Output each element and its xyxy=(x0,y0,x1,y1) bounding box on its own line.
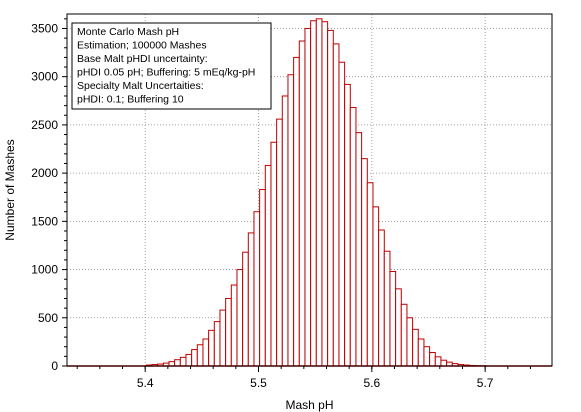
histogram-bar xyxy=(310,20,317,367)
annotation-line: pHDI 0.05 pH; Buffering: 5 mEq/kg-pH xyxy=(77,67,255,79)
histogram-bar xyxy=(242,251,249,367)
y-tick-label: 3500 xyxy=(31,21,58,35)
y-axis-title: Number of Mashes xyxy=(3,139,17,240)
y-tick-label: 1500 xyxy=(31,214,58,228)
histogram-bar xyxy=(174,359,181,367)
x-tick-label: 5.6 xyxy=(363,376,380,390)
histogram-bar xyxy=(253,211,261,367)
histogram-bar xyxy=(378,229,385,367)
histogram-bar xyxy=(338,61,346,367)
histogram-bar xyxy=(196,344,204,367)
histogram-bar xyxy=(372,206,380,367)
histogram-bar xyxy=(185,353,193,367)
x-tick-label: 5.5 xyxy=(250,376,267,390)
histogram-bar xyxy=(434,356,442,367)
histogram-bar xyxy=(293,56,300,367)
axis-ticks: 0 500 1000 1500 2000 2500 3000 3500 5.4 5.5 5.6 5.7 xyxy=(31,18,531,390)
histogram-bar xyxy=(202,338,210,367)
histogram-bar xyxy=(208,329,215,367)
histogram-bar xyxy=(429,351,436,367)
annotation-frame xyxy=(71,22,272,110)
histogram-bar xyxy=(400,303,408,367)
histogram-bar xyxy=(423,346,431,367)
x-tick-label: 5.7 xyxy=(477,376,494,390)
histogram-bar xyxy=(298,40,306,367)
histogram-bar xyxy=(417,338,425,367)
histogram-bar xyxy=(236,269,244,367)
histogram-bar xyxy=(270,141,278,367)
x-tick-label: 5.4 xyxy=(137,376,154,390)
histogram-bar xyxy=(213,321,221,367)
histogram-bar xyxy=(327,29,334,367)
histogram-bar xyxy=(321,21,329,367)
plot-frame xyxy=(66,13,553,367)
y-tick-label: 3000 xyxy=(31,70,58,84)
annotation-line: Specialty Malt Uncertaities: xyxy=(77,80,204,92)
histogram-bar xyxy=(304,27,312,367)
annotation-box: Monte Carlo Mash pH Estimation; 100000 M… xyxy=(71,22,272,110)
histogram-bar xyxy=(230,284,238,367)
histogram-bar xyxy=(349,107,357,367)
histogram-bar xyxy=(389,270,397,367)
histogram-bar xyxy=(315,18,323,367)
histogram-bar xyxy=(219,309,227,367)
y-tick-label: 2000 xyxy=(31,166,58,180)
histogram-bar xyxy=(366,182,374,367)
histogram-bar xyxy=(287,74,295,367)
histogram-bar xyxy=(247,232,255,367)
histogram-bar xyxy=(395,288,402,367)
annotation-line: Base Malt pHDI uncertainty: xyxy=(77,53,208,65)
y-tick-label: 0 xyxy=(51,359,58,373)
annotation-line: Monte Carlo Mash pH xyxy=(77,26,179,38)
histogram-bar xyxy=(383,250,391,367)
annotation-line: Estimation; 100000 Mashes xyxy=(77,40,207,52)
x-axis-title: Mash pH xyxy=(285,398,333,412)
histogram-bars xyxy=(67,18,552,367)
histogram-bar xyxy=(440,359,448,367)
annotation-line: pHDI: 0.1; Buffering 10 xyxy=(77,94,184,106)
y-tick-label: 500 xyxy=(38,311,58,325)
histogram-bar xyxy=(225,297,232,367)
histogram-bar xyxy=(332,43,340,367)
histogram-bar xyxy=(276,118,283,367)
histogram-bar xyxy=(412,328,419,367)
histogram-bar xyxy=(355,132,363,367)
histogram-bar xyxy=(406,317,414,367)
histogram-bar xyxy=(361,158,368,367)
y-tick-label: 2500 xyxy=(31,118,58,132)
histogram-bar xyxy=(191,349,198,367)
histogram-bar xyxy=(179,356,187,367)
y-tick-label: 1000 xyxy=(31,263,58,277)
histogram-bar xyxy=(344,83,351,367)
histogram-bar xyxy=(264,164,272,367)
histogram-bar xyxy=(259,189,266,367)
histogram-bar xyxy=(281,95,289,367)
